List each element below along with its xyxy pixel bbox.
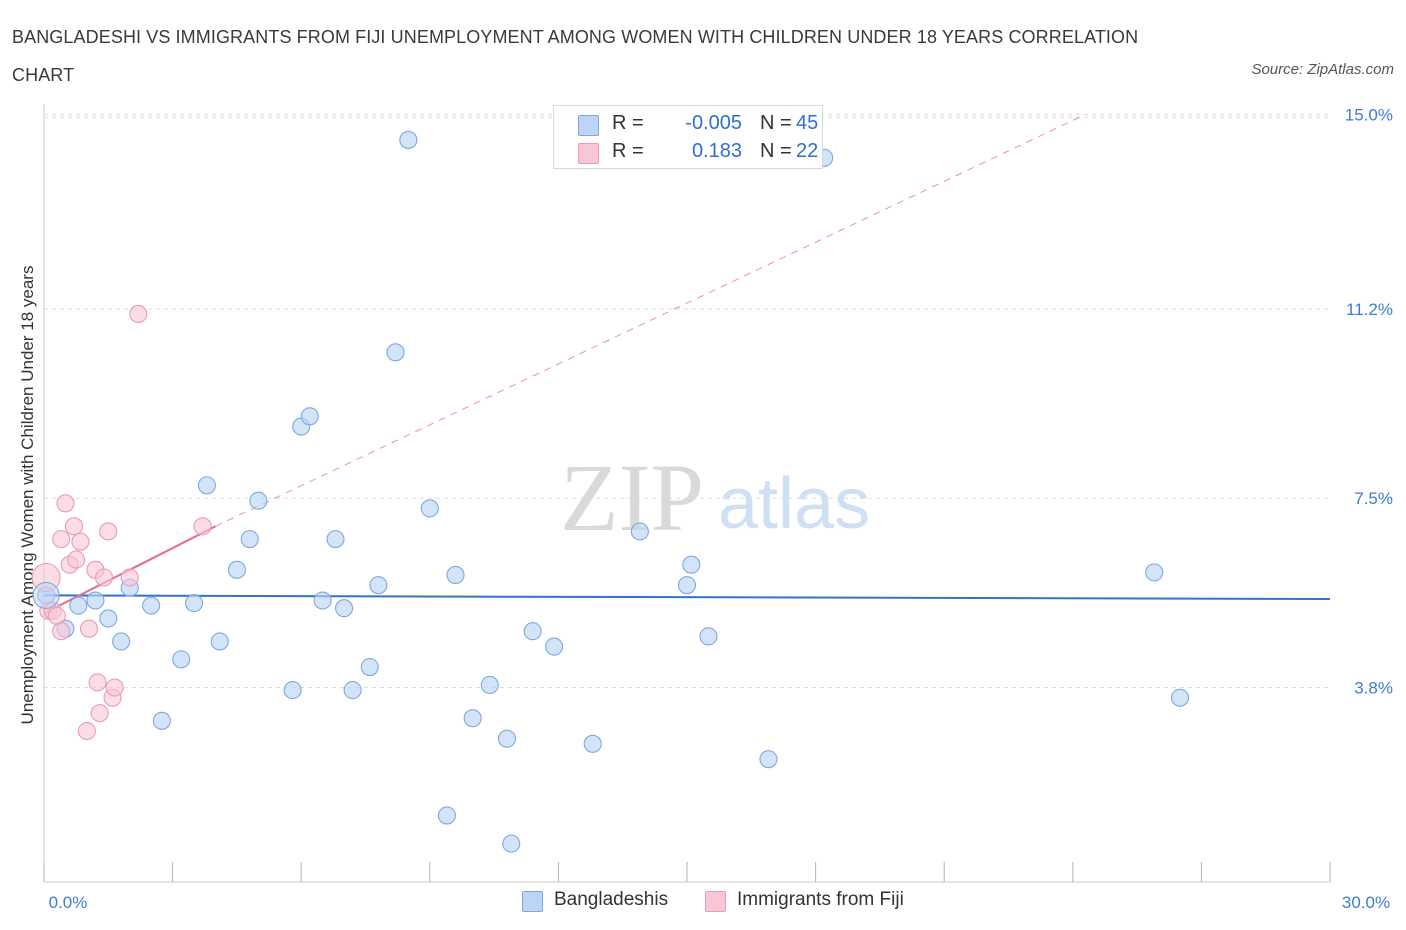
x-tick-label: 30.0% [1342, 893, 1390, 912]
watermark-atlas: atlas [718, 464, 870, 544]
bangladeshi-point [759, 750, 778, 769]
y-tick-label: 11.2% [1346, 300, 1393, 319]
bangladeshi-point [630, 522, 649, 541]
bangladeshi-point [184, 594, 204, 613]
y-tick-label: 7.5% [1354, 489, 1393, 508]
bangladeshi-point [343, 681, 362, 700]
correlation-legend: R = -0.005 N = 45 R = 0.183 N = 22 [553, 105, 823, 169]
fiji-point [67, 550, 86, 569]
r-value: 0.183 [691, 140, 742, 162]
data-points [31, 130, 1190, 853]
bangladeshi-point [399, 130, 418, 149]
n-label: N = [760, 112, 792, 134]
r-label: R = [612, 112, 644, 134]
n-value: 45 [796, 112, 819, 134]
bangladeshi-point [240, 530, 259, 549]
fiji-point [79, 619, 99, 638]
bangladeshi-point [437, 806, 456, 825]
bangladeshi-point [172, 650, 191, 669]
bangladeshi-point [545, 637, 564, 656]
bangladeshi-point [99, 609, 118, 628]
pink-swatch [578, 143, 599, 164]
bangladeshi-point [523, 622, 542, 641]
pink-swatch [705, 891, 726, 912]
fiji-point [120, 568, 139, 587]
legend-label: Immigrants from Fiji [737, 889, 904, 910]
axes [43, 104, 1331, 883]
fiji-point [56, 494, 75, 513]
bangladeshi-point [480, 675, 499, 695]
bangladeshi-point [197, 476, 216, 495]
bangladeshi-point [446, 565, 465, 584]
fiji-point [64, 517, 84, 536]
bangladeshi-point [249, 491, 268, 510]
bangladeshi-point [360, 658, 379, 677]
fiji-point [94, 568, 114, 587]
fiji-point [88, 673, 107, 692]
bangladeshi-point [502, 834, 521, 853]
fiji-point [193, 517, 212, 536]
bangladeshi-point [682, 555, 701, 574]
blue-swatch [522, 891, 543, 912]
gridlines [44, 113, 1330, 689]
blue-swatch [578, 115, 599, 136]
bangladeshi-point [699, 627, 718, 646]
tick-labels: 3.8% 7.5% 11.2% 15.0% 0.0% 30.0% [49, 105, 1393, 912]
n-value: 22 [796, 140, 819, 162]
bangladeshi-point [300, 407, 319, 426]
fiji-point [99, 522, 118, 541]
fiji-point [52, 622, 71, 641]
r-value: -0.005 [685, 112, 742, 134]
legend-label: Bangladeshis [554, 889, 669, 910]
bangladeshi-trend-line [43, 594, 1331, 600]
fiji-point [105, 678, 124, 697]
fiji-point [47, 606, 66, 625]
bangladeshi-point [369, 576, 388, 595]
fiji-point [129, 304, 148, 323]
bangladeshi-point [335, 599, 354, 618]
fiji-trend-extension [215, 113, 1086, 527]
watermark: ZIP atlas [560, 444, 870, 551]
bangladeshi-point [152, 711, 171, 730]
bangladeshi-point [326, 530, 345, 549]
bangladeshi-point [463, 709, 482, 728]
bangladeshi-point [677, 576, 697, 595]
source-note: Source: ZipAtlas.com [1251, 61, 1394, 78]
bangladeshi-point [283, 681, 302, 700]
fiji-point [90, 704, 109, 723]
bangladeshi-point [420, 499, 439, 518]
bangladeshi-point [1145, 563, 1164, 582]
chart-title: BANGLADESHI VS IMMIGRANTS FROM FIJI UNEM… [12, 27, 1139, 85]
bangladeshi-point [86, 591, 105, 610]
bangladeshi-point [497, 729, 517, 748]
bangladeshi-point [227, 560, 246, 579]
bangladeshi-point [1170, 688, 1190, 707]
n-label: N = [760, 140, 792, 162]
bangladeshi-point [583, 734, 602, 753]
bangladeshi-point [386, 343, 405, 362]
y-tick-label: 3.8% [1354, 679, 1393, 698]
y-tick-label: 15.0% [1345, 105, 1393, 124]
x-tick-label: 0.0% [49, 893, 88, 912]
fiji-point [52, 530, 71, 549]
bangladeshi-point [69, 596, 88, 615]
fiji-point [71, 532, 90, 551]
r-label: R = [612, 140, 644, 162]
bangladeshi-point [32, 581, 60, 609]
bangladeshi-point [142, 596, 161, 615]
fiji-point [77, 721, 96, 741]
bangladeshi-point [210, 632, 229, 651]
bangladeshi-point [313, 591, 332, 610]
bangladeshi-point [112, 632, 131, 651]
